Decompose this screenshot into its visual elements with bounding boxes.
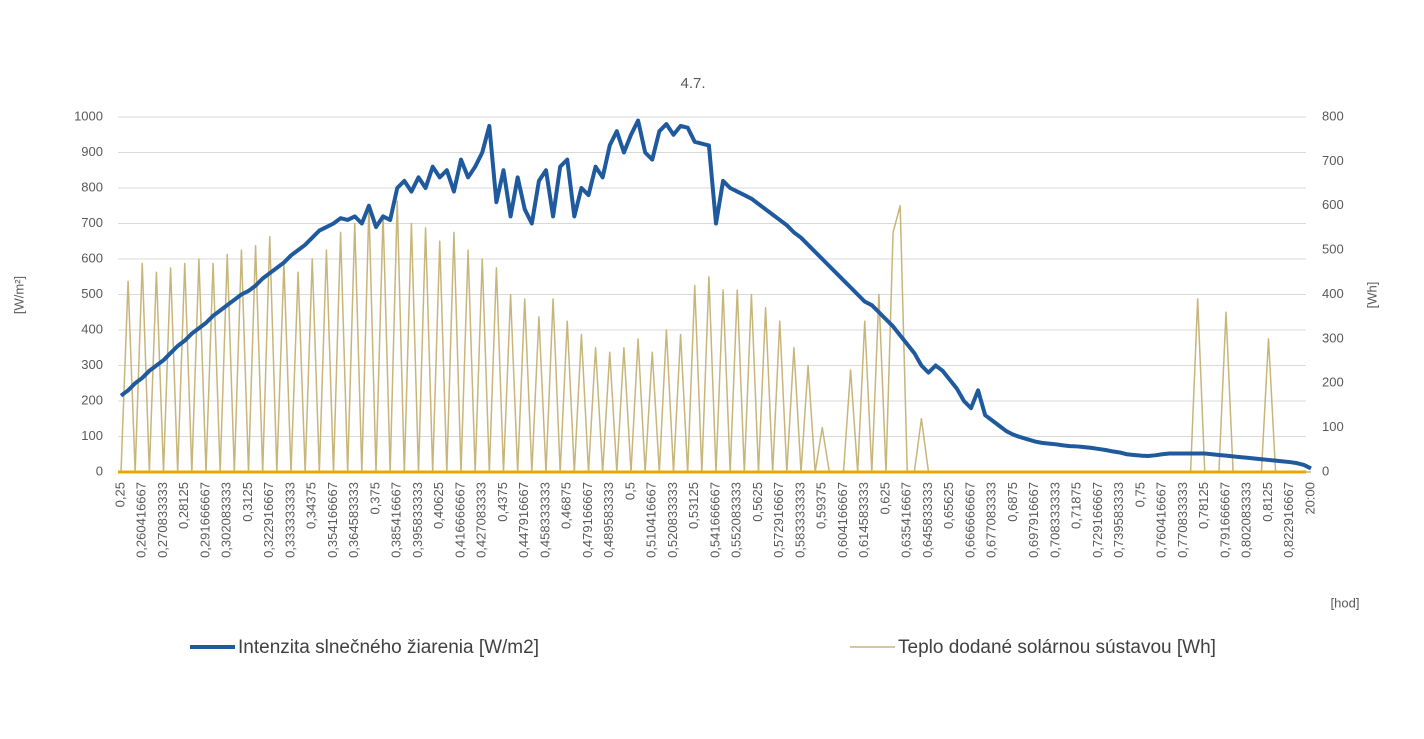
x-tick-label: 0,583333333 xyxy=(792,482,807,558)
x-tick-label: 0,5 xyxy=(622,482,637,500)
x-tick-label: 0,739583333 xyxy=(1111,482,1126,558)
x-tick-label: 0,760416667 xyxy=(1154,482,1169,558)
x-tick-label: 0,28125 xyxy=(176,482,191,529)
x-tick-label: 0,729166667 xyxy=(1090,482,1105,558)
x-tick-label: 0,479166667 xyxy=(580,482,595,558)
x-tick-label: 0,552083333 xyxy=(729,482,744,558)
x-tick-label: 0,4375 xyxy=(495,482,510,522)
x-tick-label: 0,520833333 xyxy=(665,482,680,558)
x-tick-label: 0,78125 xyxy=(1196,482,1211,529)
y-tick-label: 400 xyxy=(81,321,103,336)
x-tick-label: 0,260416667 xyxy=(134,482,149,558)
x-tick-label: 0,8125 xyxy=(1260,482,1275,522)
x-tick-label: 0,625 xyxy=(877,482,892,515)
x-tick-label: 0,489583333 xyxy=(601,482,616,558)
y-tick-label: 800 xyxy=(81,179,103,194)
x-tick-label: 0,510416667 xyxy=(644,482,659,558)
y2-tick-label: 0 xyxy=(1322,463,1329,478)
x-tick-label: 0,3125 xyxy=(240,482,255,522)
y2-tick-label: 100 xyxy=(1322,419,1344,434)
x-tick-label: 0,53125 xyxy=(686,482,701,529)
x-tick-label: 0,458333333 xyxy=(537,482,552,558)
x-tick-label: 0,802083333 xyxy=(1239,482,1254,558)
legend-label: Teplo dodané solárnou sústavou [Wh] xyxy=(898,637,1216,658)
y2-tick-label: 500 xyxy=(1322,242,1344,257)
x-tick-label: 0,375 xyxy=(367,482,382,515)
y2-tick-label: 600 xyxy=(1322,197,1344,212)
x-tick-label: 0,333333333 xyxy=(282,482,297,558)
x-tick-label: 0,614583333 xyxy=(856,482,871,558)
y2-tick-label: 200 xyxy=(1322,375,1344,390)
x-tick-label: 0,770833333 xyxy=(1175,482,1190,558)
y-tick-label: 1000 xyxy=(74,108,103,123)
y-tick-label: 700 xyxy=(81,215,103,230)
y-tick-label: 500 xyxy=(81,286,103,301)
y-axis-label: [W/m²] xyxy=(11,276,26,314)
y2-tick-label: 800 xyxy=(1322,108,1344,123)
x-tick-label: 20:00 xyxy=(1302,482,1317,515)
x-tick-label: 0,5625 xyxy=(750,482,765,522)
series-line xyxy=(119,118,1312,471)
y-tick-label: 100 xyxy=(81,428,103,443)
x-tick-label: 0,291666667 xyxy=(197,482,212,558)
x-tick-label: 0,572916667 xyxy=(771,482,786,558)
x-tick-label: 0,822916667 xyxy=(1281,482,1296,558)
x-tick-label: 0,791666667 xyxy=(1217,482,1232,558)
x-tick-label: 0,302083333 xyxy=(219,482,234,558)
y2-axis-label: [Wh] xyxy=(1364,282,1379,309)
y2-tick-label: 400 xyxy=(1322,286,1344,301)
x-tick-label: 0,59375 xyxy=(814,482,829,529)
x-tick-label: 0,635416667 xyxy=(899,482,914,558)
y-tick-label: 0 xyxy=(96,463,103,478)
x-tick-label: 0,427083333 xyxy=(474,482,489,558)
y-tick-label: 300 xyxy=(81,357,103,372)
x-tick-label: 0,645833333 xyxy=(920,482,935,558)
x-tick-label: 0,75 xyxy=(1132,482,1147,507)
x-tick-label: 0,354166667 xyxy=(325,482,340,558)
x-tick-label: 0,447916667 xyxy=(516,482,531,558)
x-tick-label: 0,322916667 xyxy=(261,482,276,558)
x-tick-label: 0,364583333 xyxy=(346,482,361,558)
x-tick-label: 0,6875 xyxy=(1005,482,1020,522)
y2-tick-label: 300 xyxy=(1322,330,1344,345)
x-tick-label: 0,270833333 xyxy=(155,482,170,558)
series-line xyxy=(120,200,1311,473)
x-tick-label: 0,65625 xyxy=(941,482,956,529)
x-tick-label: 0,40625 xyxy=(431,482,446,529)
x-tick-label: 0,25 xyxy=(112,482,127,507)
x-tick-label: 0,677083333 xyxy=(984,482,999,558)
x-tick-label: 0,34375 xyxy=(304,482,319,529)
x-tick-label: 0,666666667 xyxy=(962,482,977,558)
x-tick-label: 0,46875 xyxy=(559,482,574,529)
x-tick-label: 0,708333333 xyxy=(1047,482,1062,558)
legend-label: Intenzita slnečného žiarenia [W/m2] xyxy=(238,637,539,658)
x-tick-label: 0,697916667 xyxy=(1026,482,1041,558)
y-tick-label: 600 xyxy=(81,250,103,265)
x-tick-label: 0,604166667 xyxy=(835,482,850,558)
y2-tick-label: 700 xyxy=(1322,153,1344,168)
y-tick-label: 900 xyxy=(81,144,103,159)
x-tick-label: 0,71875 xyxy=(1069,482,1084,529)
x-tick-label: 0,385416667 xyxy=(389,482,404,558)
x-tick-label: 0,416666667 xyxy=(452,482,467,558)
chart-title: 4.7. xyxy=(680,75,705,92)
x-tick-label: 0,395833333 xyxy=(410,482,425,558)
x-tick-label: 0,541666667 xyxy=(707,482,722,558)
y-tick-label: 200 xyxy=(81,392,103,407)
x-axis-label: [hod] xyxy=(1331,595,1360,610)
